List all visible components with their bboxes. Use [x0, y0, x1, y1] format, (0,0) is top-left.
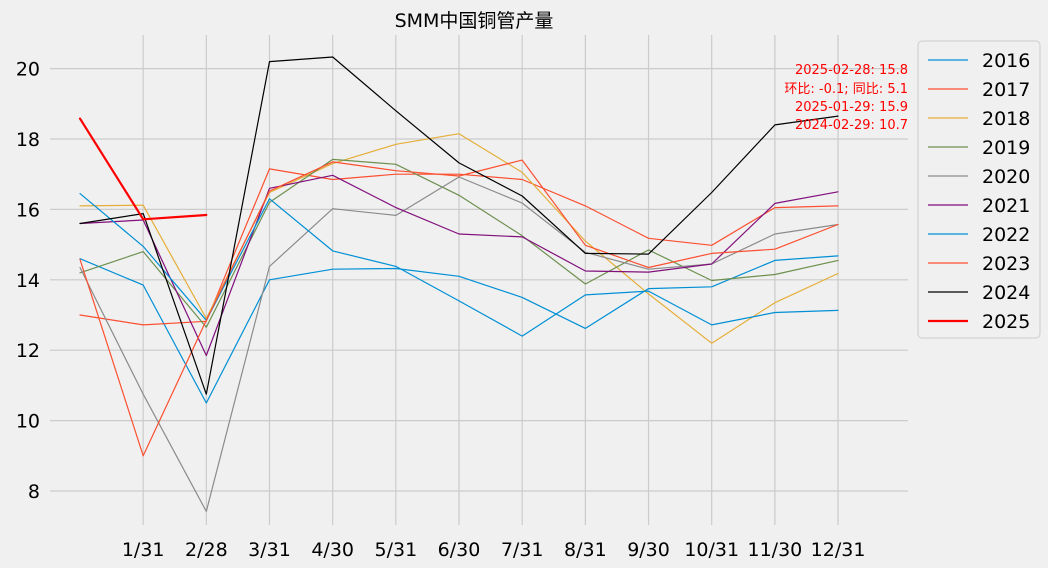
y-tick-label: 20	[16, 59, 40, 81]
annotations: 2025-02-28: 15.8 环比: -0.1; 同比: 5.1 2025-…	[784, 63, 908, 133]
annotation-change: 环比: -0.1; 同比: 5.1	[784, 82, 908, 97]
legend-item-2020: 2020	[928, 166, 1030, 188]
legend-label: 2017	[982, 79, 1030, 101]
legend-item-2017: 2017	[928, 79, 1030, 101]
y-tick-label: 16	[16, 199, 40, 221]
legend-item-2023: 2023	[928, 253, 1030, 275]
x-tick-label: 10/31	[684, 539, 739, 561]
y-tick-label: 12	[16, 340, 40, 362]
y-tick-label: 18	[16, 129, 40, 151]
series-line-2016	[79, 255, 839, 404]
legend-label: 2025	[982, 311, 1030, 333]
legend-frame	[917, 40, 1041, 339]
x-tick-label: 8/31	[564, 539, 607, 561]
legend-item-2018: 2018	[928, 108, 1030, 130]
series-line-2018	[79, 133, 839, 344]
legend: 2016 2017 2018 2019 2020 2021 2022 2023 2024 2025	[917, 40, 1041, 339]
x-tick-label: 4/30	[311, 539, 354, 561]
chart-title: SMM中国铜管产量	[395, 10, 554, 32]
y-tick-labels: 8 10 12 14 16 18 20	[16, 59, 40, 503]
legend-label: 2022	[982, 224, 1030, 246]
legend-item-2022: 2022	[928, 224, 1030, 246]
legend-label: 2018	[982, 108, 1030, 130]
annotation-current: 2025-02-28: 15.8	[795, 63, 908, 78]
annotation-previous-year: 2024-02-29: 10.7	[795, 118, 908, 133]
legend-label: 2021	[982, 195, 1030, 217]
series-line-2019	[79, 158, 839, 328]
x-tick-label: 12/31	[811, 539, 866, 561]
annotation-previous-month: 2025-01-29: 15.9	[795, 100, 908, 115]
legend-item-2019: 2019	[928, 137, 1030, 159]
y-tick-label: 14	[16, 270, 40, 292]
legend-item-2021: 2021	[928, 195, 1030, 217]
x-tick-label: 11/30	[747, 539, 802, 561]
x-tick-label: 1/31	[122, 539, 165, 561]
series-line-2023	[79, 159, 839, 457]
series-group	[78, 56, 839, 512]
y-tick-label: 10	[16, 411, 40, 433]
x-tick-label: 9/30	[627, 539, 670, 561]
legend-item-2024: 2024	[928, 282, 1030, 304]
legend-label: 2016	[982, 50, 1030, 72]
x-tick-label: 5/31	[375, 539, 418, 561]
legend-item-2025: 2025	[928, 311, 1030, 333]
legend-label: 2023	[982, 253, 1030, 275]
series-line-2021	[79, 174, 839, 357]
series-line-2024	[79, 56, 839, 395]
legend-label: 2024	[982, 282, 1030, 304]
x-tick-label: 2/28	[185, 539, 228, 561]
legend-label: 2019	[982, 137, 1030, 159]
legend-label: 2020	[982, 166, 1030, 188]
y-tick-label: 8	[28, 481, 40, 503]
x-tick-labels: 1/31 2/28 3/31 4/30 5/31 6/30 7/31 8/31 9/30 10/3…	[122, 539, 866, 561]
legend-item-2016: 2016	[928, 50, 1030, 72]
series-line-2025	[78, 117, 208, 221]
x-tick-label: 6/30	[438, 539, 481, 561]
x-tick-label: 7/31	[501, 539, 544, 561]
x-tick-label: 3/31	[248, 539, 291, 561]
